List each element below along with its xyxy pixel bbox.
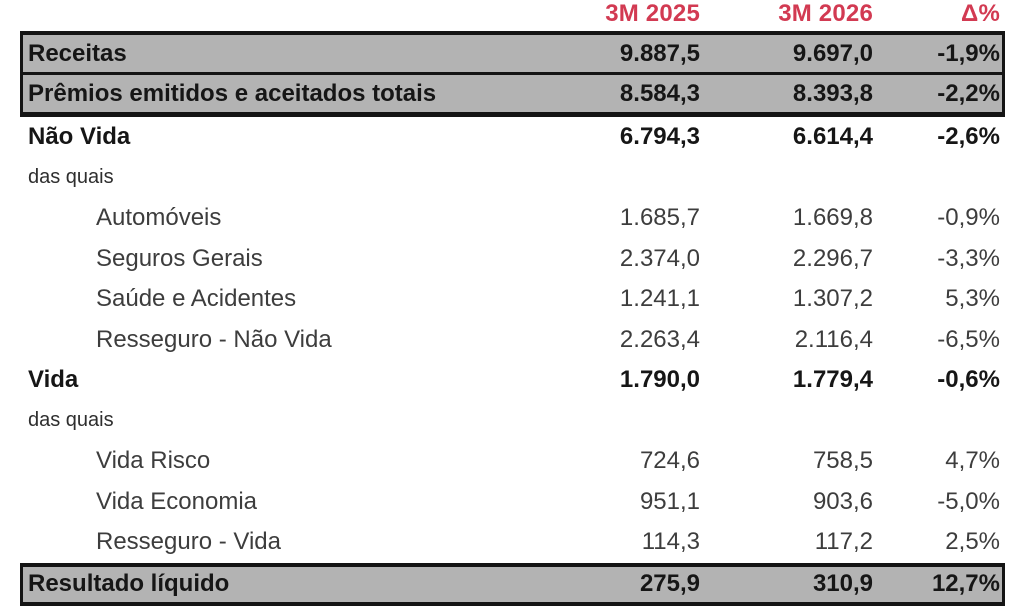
cell-delta: -2,6% xyxy=(937,123,1000,151)
table-row-premios-emitidos: Prêmios emitidos e aceitados totais 8.58… xyxy=(23,75,1002,112)
cell-3m2026: 903,6 xyxy=(812,487,873,515)
table-row-receitas: Receitas 9.887,5 9.697,0 -1,9% xyxy=(23,35,1002,72)
cell-delta: -2,2% xyxy=(937,79,1000,107)
cell-delta: -0,9% xyxy=(937,204,1000,232)
detail-rows: Não Vida 6.794,3 6.614,4 -2,6% das quais… xyxy=(20,117,1005,563)
row-label: das quais xyxy=(28,166,114,189)
cell-3m2025: 724,6 xyxy=(639,447,700,475)
cell-3m2026: 2.116,4 xyxy=(794,325,873,353)
row-label: Receitas xyxy=(28,39,127,67)
cell-3m2025: 2.263,4 xyxy=(619,325,700,353)
cell-delta: -5,0% xyxy=(937,487,1000,515)
totals-box: Receitas 9.887,5 9.697,0 -1,9% Prêmios e… xyxy=(20,31,1005,117)
row-label: Resseguro - Não Vida xyxy=(96,325,332,353)
cell-3m2026: 1.669,8 xyxy=(792,204,873,232)
table-row-das-quais-nao-vida: das quais xyxy=(23,158,1002,199)
cell-3m2025: 9.887,5 xyxy=(619,39,700,67)
table-row-resultado-liquido: Resultado líquido 275,9 310,9 12,7% xyxy=(23,567,1002,602)
cell-delta: 2,5% xyxy=(945,528,1000,556)
cell-3m2026: 117,2 xyxy=(814,528,873,556)
row-label: Não Vida xyxy=(28,123,131,151)
cell-delta: -0,6% xyxy=(937,366,1000,394)
cell-delta: -1,9% xyxy=(937,39,1000,67)
cell-delta: 5,3% xyxy=(945,285,1000,313)
row-label: Automóveis xyxy=(96,204,222,232)
table-row-vida: Vida 1.790,0 1.779,4 -0,6% xyxy=(23,360,1002,401)
net-result-box: Resultado líquido 275,9 310,9 12,7% xyxy=(20,562,1005,606)
row-label: Vida Economia xyxy=(96,487,257,515)
cell-3m2026: 2.296,7 xyxy=(792,244,873,272)
header-spacer xyxy=(23,28,380,31)
col-header-3m2026: 3M 2026 xyxy=(778,0,873,27)
cell-3m2025: 1.685,7 xyxy=(619,204,700,232)
table-row-nao-vida: Não Vida 6.794,3 6.614,4 -2,6% xyxy=(23,117,1002,158)
row-label: das quais xyxy=(28,409,114,432)
cell-3m2025: 6.794,3 xyxy=(619,123,700,151)
col-header-3m2025: 3M 2025 xyxy=(605,0,700,27)
table-row-resseguro-vida: Resseguro - Vida 114,3 117,2 2,5% xyxy=(23,522,1002,563)
row-label: Resseguro - Vida xyxy=(96,528,281,556)
cell-3m2026: 310,9 xyxy=(812,570,873,597)
cell-3m2025: 2.374,0 xyxy=(619,244,700,272)
row-label: Vida Risco xyxy=(96,447,211,475)
cell-3m2025: 1.790,0 xyxy=(619,366,700,394)
cell-3m2025: 8.584,3 xyxy=(619,79,700,107)
table-row-resseguro-nao-vida: Resseguro - Não Vida 2.263,4 2.116,4 -6,… xyxy=(23,320,1002,361)
table-row-saude-acidentes: Saúde e Acidentes 1.241,1 1.307,2 5,3% xyxy=(23,279,1002,320)
row-label: Vida xyxy=(28,366,79,394)
cell-3m2026: 9.697,0 xyxy=(792,39,873,67)
table-row-automoveis: Automóveis 1.685,7 1.669,8 -0,9% xyxy=(23,198,1002,239)
table-row-vida-economia: Vida Economia 951,1 903,6 -5,0% xyxy=(23,482,1002,523)
cell-3m2025: 951,1 xyxy=(639,487,700,515)
cell-3m2026: 1.779,4 xyxy=(792,366,873,394)
row-label: Resultado líquido xyxy=(28,570,230,597)
cell-3m2025: 275,9 xyxy=(639,570,700,597)
cell-delta: 4,7% xyxy=(945,447,1000,475)
cell-3m2026: 6.614,4 xyxy=(792,123,873,151)
table-header-row: 3M 2025 3M 2026 Δ% xyxy=(20,0,1005,31)
row-divider xyxy=(23,72,1002,75)
table-row-seguros-gerais: Seguros Gerais 2.374,0 2.296,7 -3,3% xyxy=(23,239,1002,280)
cell-3m2026: 8.393,8 xyxy=(792,79,873,107)
cell-3m2025: 114,3 xyxy=(641,528,700,556)
cell-delta: 12,7% xyxy=(931,570,1000,597)
cell-delta: -6,5% xyxy=(937,325,1000,353)
row-label: Saúde e Acidentes xyxy=(96,285,297,313)
cell-3m2026: 758,5 xyxy=(812,447,873,475)
col-header-delta-pct: Δ% xyxy=(961,0,1000,27)
cell-3m2026: 1.307,2 xyxy=(792,285,873,313)
row-label: Prêmios emitidos e aceitados totais xyxy=(28,79,437,107)
table-row-vida-risco: Vida Risco 724,6 758,5 4,7% xyxy=(23,441,1002,482)
cell-3m2025: 1.241,1 xyxy=(619,285,700,313)
table-row-das-quais-vida: das quais xyxy=(23,401,1002,442)
cell-delta: -3,3% xyxy=(937,244,1000,272)
row-label: Seguros Gerais xyxy=(96,244,263,272)
